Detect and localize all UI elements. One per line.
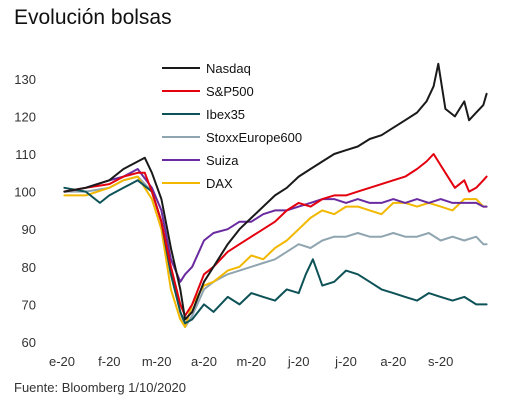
- x-tick-label: s-20: [428, 354, 453, 369]
- legend-label: Nasdaq: [206, 61, 251, 76]
- legend-item: Ibex35: [162, 107, 245, 122]
- page-title: Evolución bolsas: [14, 6, 172, 29]
- x-tick-label: a-20: [191, 354, 217, 369]
- legend-item: Suiza: [162, 153, 239, 168]
- legend-item: Nasdaq: [162, 61, 251, 76]
- y-tick-label: 70: [22, 297, 36, 312]
- chart-series-lines: [63, 62, 488, 328]
- legend-item: StoxxEurope600: [162, 130, 302, 145]
- legend-label: StoxxEurope600: [206, 130, 302, 145]
- x-tick-label: e-20: [49, 354, 75, 369]
- legend-item: DAX: [162, 176, 233, 191]
- series-line-s-p500: [63, 153, 488, 317]
- series-line-nasdaq: [63, 62, 488, 321]
- source-note: Fuente: Bloomberg 1/10/2020: [14, 380, 187, 395]
- y-tick-label: 100: [14, 185, 36, 200]
- y-tick-label: 130: [14, 72, 36, 87]
- x-tick-label: f-20: [98, 354, 120, 369]
- y-tick-label: 110: [15, 147, 36, 162]
- series-line-stoxxeurope600: [63, 175, 488, 328]
- x-tick-label: j-20: [334, 354, 357, 369]
- chart-axes: 60 70 80 90 100 110 120 130 e-20 f-20 m-20 a-20 m-20…: [14, 72, 453, 369]
- y-tick-label: 80: [22, 260, 36, 275]
- series-line-dax: [63, 175, 488, 328]
- legend-label: S&P500: [206, 84, 254, 99]
- chart-legend: Nasdaq S&P500 Ibex35 StoxxEurope600 Suiza DAX: [162, 61, 302, 191]
- legend-label: Suiza: [206, 153, 239, 168]
- legend-item: S&P500: [162, 84, 254, 99]
- y-tick-label: 120: [14, 109, 36, 124]
- x-tick-label: a-20: [380, 354, 406, 369]
- y-tick-label: 90: [22, 222, 36, 237]
- x-tick-label: m-20: [237, 354, 267, 369]
- legend-label: Ibex35: [206, 107, 245, 122]
- x-tick-label: m-20: [142, 354, 172, 369]
- x-tick-label: j-20: [287, 354, 310, 369]
- y-tick-label: 60: [22, 335, 36, 350]
- legend-label: DAX: [206, 176, 233, 191]
